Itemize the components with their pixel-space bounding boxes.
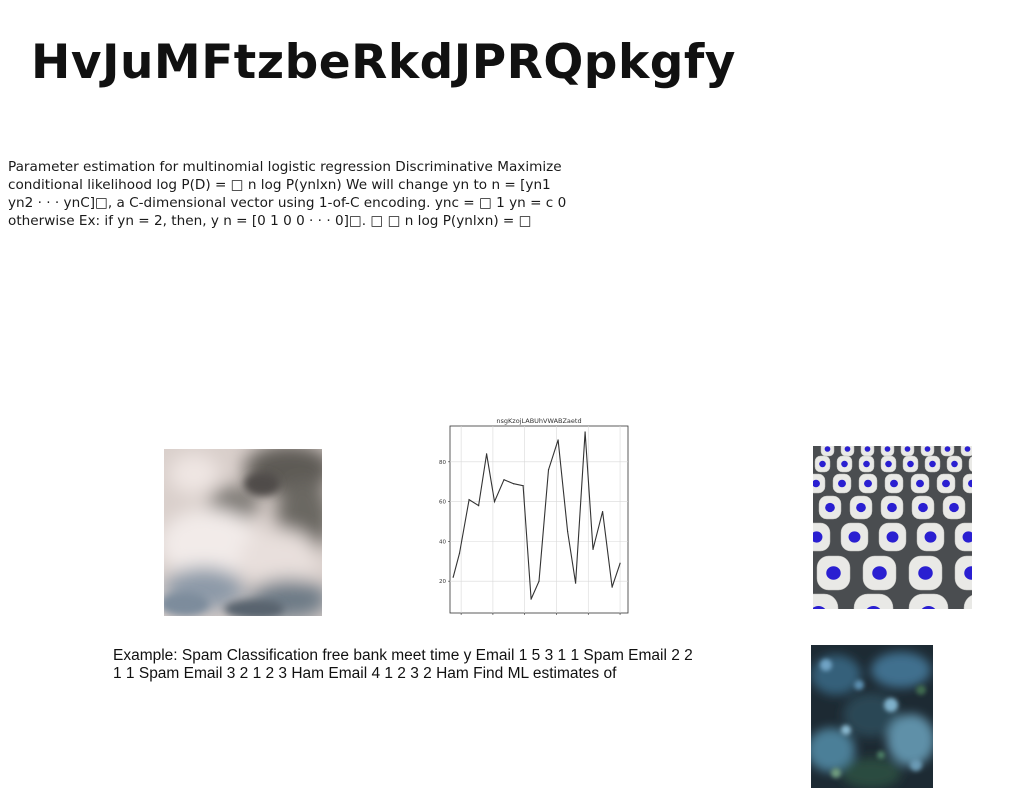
y-tick-label: 40 xyxy=(439,539,446,545)
series-points xyxy=(452,431,621,600)
data-point xyxy=(478,504,480,507)
data-point xyxy=(512,483,515,485)
data-point xyxy=(584,431,586,433)
data-point xyxy=(468,499,470,501)
data-point xyxy=(538,580,540,582)
paragraph-parameter-estimation: Parameter estimation for multinomial log… xyxy=(8,159,567,229)
paragraph-spam-example: Example: Spam Classification free bank m… xyxy=(113,647,693,682)
data-point xyxy=(493,500,496,503)
line-chart: 02040608010020406080 nsgKzojLABUhVWABZae… xyxy=(432,412,632,617)
data-point xyxy=(452,576,454,578)
y-tick-label: 80 xyxy=(439,460,446,466)
forest-photo xyxy=(811,645,933,788)
data-point xyxy=(592,548,594,550)
fog-photo xyxy=(164,449,322,616)
seats-photo xyxy=(813,446,972,609)
series-line xyxy=(452,431,621,600)
data-point xyxy=(619,562,621,564)
page-title: HvJuMFtzbeRkdJPRQpkgfy xyxy=(31,35,736,90)
chart-title: nsgKzojLABUhVWABZaetd xyxy=(496,417,581,425)
data-point xyxy=(485,453,488,455)
y-tick-label: 60 xyxy=(439,500,446,506)
data-point xyxy=(574,582,577,584)
data-point xyxy=(601,510,604,513)
data-point xyxy=(458,552,461,554)
chart-plot-area xyxy=(449,425,629,614)
data-point xyxy=(557,439,559,441)
data-point xyxy=(567,530,569,533)
data-point xyxy=(611,586,613,588)
y-tick-label: 20 xyxy=(439,579,446,585)
data-point xyxy=(522,485,524,487)
data-point xyxy=(530,598,532,600)
data-point xyxy=(547,469,550,471)
chart-ticks: 02040608010020406080 xyxy=(439,460,621,615)
data-point xyxy=(503,479,505,481)
